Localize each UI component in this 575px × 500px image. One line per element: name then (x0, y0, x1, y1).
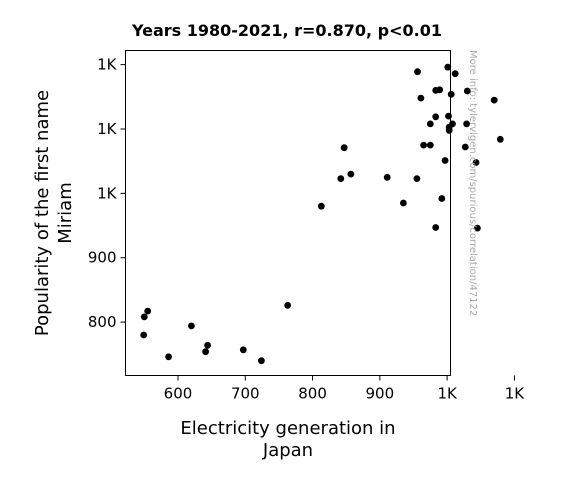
data-point (140, 331, 148, 339)
plot-frame (125, 50, 451, 376)
y-tick-label: 900 (88, 249, 117, 267)
data-point (417, 94, 425, 102)
x-tick-label: 1K (437, 385, 458, 403)
data-point (239, 346, 247, 354)
data-point (432, 224, 440, 231)
data-point (383, 173, 391, 181)
x-tick-label: 700 (231, 385, 260, 403)
data-point (447, 90, 455, 98)
data-point (340, 144, 348, 152)
data-point (445, 126, 453, 134)
data-point (463, 87, 471, 95)
data-point (420, 141, 427, 149)
source-watermark: More info: tylervigen.com/spurious/corre… (467, 50, 478, 316)
data-point (204, 341, 212, 349)
x-axis-label-line-2: Japan (262, 440, 313, 461)
y-axis-ticks: 800 900 1K 1K 1K (88, 56, 126, 331)
data-point (347, 170, 355, 178)
data-point (490, 96, 498, 104)
y-tick-label: 1K (97, 56, 118, 74)
data-point (337, 175, 345, 183)
data-point (496, 135, 504, 143)
data-point (188, 322, 195, 330)
y-axis-label-line-1: Popularity of the first name (32, 90, 53, 336)
x-tick-label: 1K (505, 385, 526, 403)
data-point (140, 313, 148, 321)
data-point (426, 141, 434, 149)
data-point (400, 199, 407, 207)
data-point (451, 70, 459, 78)
data-point (284, 302, 292, 309)
data-point (414, 68, 421, 76)
data-point (444, 63, 452, 71)
data-point (202, 348, 210, 356)
data-point (144, 307, 152, 315)
x-axis-ticks: 600 700 800 900 1K 1K (164, 375, 526, 403)
data-point (426, 120, 434, 128)
y-axis-label-line-2: Miriam (55, 182, 76, 244)
data-point (165, 353, 173, 361)
data-point (461, 143, 469, 151)
data-point (472, 159, 480, 166)
data-point (463, 120, 470, 128)
data-point (317, 202, 325, 210)
x-tick-label: 900 (366, 385, 395, 403)
data-point (432, 113, 440, 121)
data-point (258, 357, 265, 365)
data-point (438, 195, 446, 202)
y-tick-label: 800 (88, 313, 117, 331)
data-point (441, 157, 449, 164)
x-axis-label-line-1: Electricity generation in (180, 418, 395, 439)
data-point (474, 224, 481, 232)
y-tick-label: 1K (97, 120, 118, 138)
y-tick-label: 1K (97, 184, 118, 202)
x-tick-label: 800 (298, 385, 327, 403)
data-point (413, 175, 421, 183)
x-tick-label: 600 (164, 385, 193, 403)
data-points (140, 63, 504, 365)
data-point (436, 86, 444, 94)
chart-title: Years 1980-2021, r=0.870, p<0.01 (131, 21, 442, 40)
